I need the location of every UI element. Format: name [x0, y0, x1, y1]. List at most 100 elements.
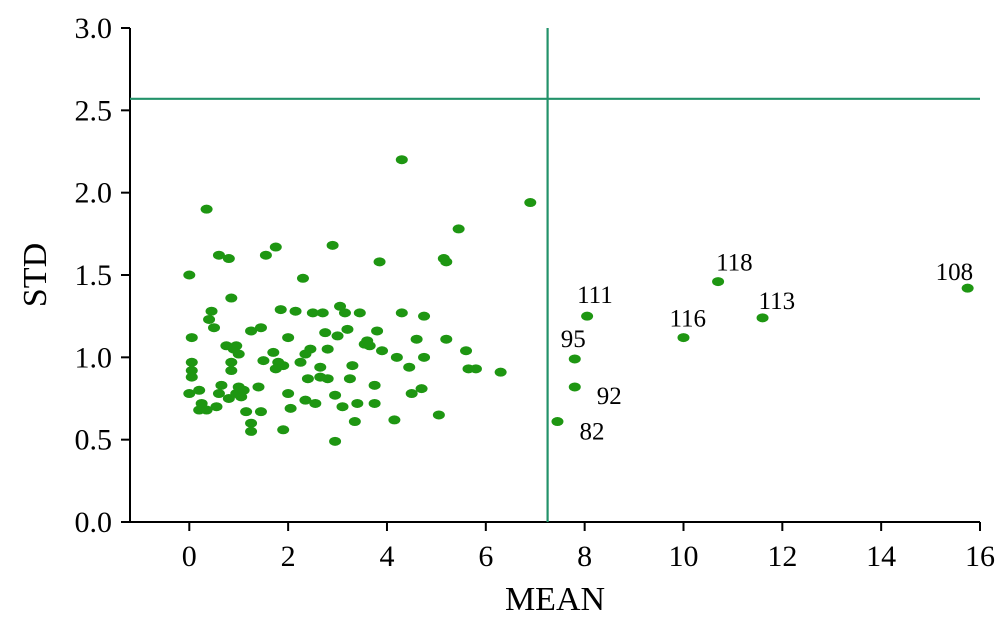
data-point — [185, 357, 198, 367]
data-point — [208, 323, 221, 333]
data-point — [756, 313, 769, 323]
y-tick-label: 0.0 — [75, 506, 113, 539]
data-point — [193, 385, 206, 395]
point-label: 113 — [759, 288, 796, 315]
data-point — [524, 198, 537, 208]
point-label: 108 — [936, 259, 974, 286]
data-point — [296, 273, 309, 283]
data-point — [200, 204, 213, 214]
x-tick-label: 4 — [379, 540, 394, 573]
data-point — [343, 374, 356, 384]
data-point — [551, 417, 564, 427]
axes: 0.0 0.5 1.0 1.5 2.0 2.5 3.0 0 2 4 6 8 10 12 14 16 — [75, 12, 996, 573]
data-point — [245, 426, 258, 436]
data-point — [319, 328, 332, 338]
data-point — [301, 374, 314, 384]
data-point — [371, 326, 384, 336]
data-point — [245, 418, 258, 428]
data-point — [341, 324, 354, 334]
data-point — [314, 362, 327, 372]
data-point — [210, 402, 223, 412]
point-label: 95 — [561, 326, 586, 353]
data-point — [351, 398, 364, 408]
data-point — [304, 344, 317, 354]
data-point — [440, 334, 453, 344]
data-point — [185, 366, 198, 376]
x-tick-label: 2 — [281, 540, 296, 573]
data-point — [321, 374, 334, 384]
point-label: 92 — [597, 383, 622, 410]
threshold-lines — [130, 28, 980, 522]
data-point — [376, 346, 389, 356]
data-point — [274, 305, 287, 315]
y-tick-label: 0.5 — [75, 424, 113, 457]
data-point — [961, 283, 974, 293]
data-point — [205, 306, 218, 316]
data-point — [215, 380, 228, 390]
data-point — [418, 352, 431, 362]
data-point — [269, 242, 282, 252]
data-point — [212, 250, 225, 260]
data-point — [245, 326, 258, 336]
data-point — [581, 311, 594, 321]
data-point — [338, 308, 351, 318]
data-point — [568, 354, 581, 364]
point-label: 111 — [577, 282, 613, 309]
data-point — [405, 389, 418, 399]
data-point — [440, 257, 453, 267]
data-point — [321, 344, 334, 354]
data-point — [284, 403, 297, 413]
data-point — [306, 308, 319, 318]
data-point — [299, 395, 312, 405]
data-point — [388, 415, 401, 425]
data-point — [415, 384, 428, 394]
data-point — [203, 314, 216, 324]
data-point — [309, 398, 322, 408]
data-point — [277, 425, 290, 435]
data-point — [225, 357, 238, 367]
data-point — [277, 361, 290, 371]
y-tick-label: 1.5 — [75, 259, 113, 292]
data-point — [363, 341, 376, 351]
data-point — [329, 390, 342, 400]
x-axis-title: MEAN — [505, 581, 605, 618]
y-tick-label: 2.0 — [75, 177, 113, 210]
data-point — [212, 389, 225, 399]
data-point — [368, 380, 381, 390]
point-label: 118 — [716, 250, 753, 277]
data-point — [331, 331, 344, 341]
data-point — [677, 333, 690, 343]
data-point — [418, 311, 431, 321]
data-point — [185, 333, 198, 343]
data-point — [294, 357, 307, 367]
data-point — [346, 361, 359, 371]
data-point — [252, 382, 265, 392]
x-tick-label: 0 — [182, 540, 197, 573]
data-point — [254, 407, 267, 417]
data-point — [200, 405, 213, 415]
data-point — [390, 352, 403, 362]
y-tick-label: 2.5 — [75, 94, 113, 127]
data-point — [326, 240, 339, 250]
data-point — [368, 398, 381, 408]
x-tick-label: 14 — [866, 540, 896, 573]
point-label: 82 — [579, 419, 604, 446]
data-point — [237, 385, 250, 395]
data-point — [353, 308, 366, 318]
data-point — [712, 277, 725, 287]
data-point — [282, 389, 295, 399]
data-points — [183, 155, 974, 446]
y-tick-label: 1.0 — [75, 341, 113, 374]
data-point — [257, 356, 270, 366]
data-point — [282, 333, 295, 343]
data-point — [254, 323, 267, 333]
data-point — [225, 293, 238, 303]
x-tick-label: 8 — [577, 540, 592, 573]
data-point — [395, 308, 408, 318]
data-point — [185, 372, 198, 382]
y-axis-title: STD — [17, 243, 54, 307]
point-label: 116 — [669, 306, 706, 333]
data-point — [348, 417, 361, 427]
